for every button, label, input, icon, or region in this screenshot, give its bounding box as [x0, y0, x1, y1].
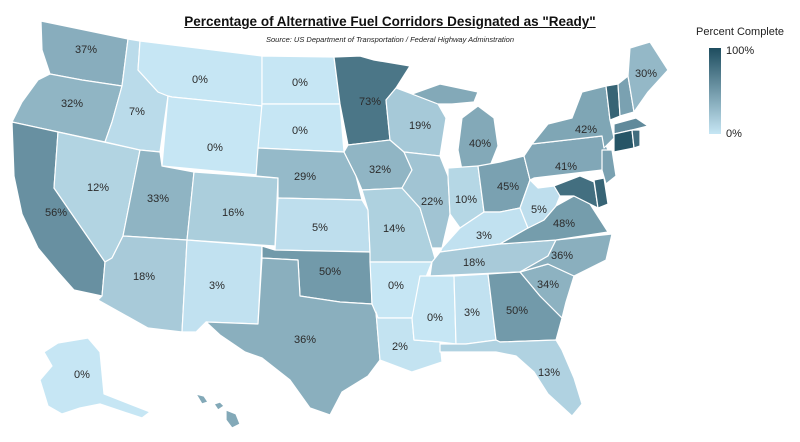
state-nc [519, 233, 613, 277]
label-la: 2% [392, 341, 408, 353]
label-mi: 40% [469, 138, 491, 150]
state-mi [411, 83, 499, 171]
label-fl: 13% [538, 367, 560, 379]
state-tx [205, 257, 381, 416]
label-wa: 37% [75, 44, 97, 56]
label-ia: 32% [369, 164, 391, 176]
label-wi: 19% [409, 120, 431, 132]
legend-max-label: 100% [726, 45, 755, 57]
source-note: Source: US Department of Transportation … [265, 35, 515, 44]
state-ct [613, 129, 635, 153]
label-va: 48% [553, 218, 575, 230]
state-me [627, 41, 669, 113]
state-wi [385, 87, 447, 157]
label-ar: 0% [388, 280, 404, 292]
state-ms [411, 275, 457, 345]
legend-gradient-bar [709, 48, 721, 134]
label-wy: 0% [207, 142, 223, 154]
state-hi [195, 393, 241, 429]
label-nv: 12% [87, 182, 109, 194]
label-or: 32% [61, 98, 83, 110]
label-mt: 0% [192, 74, 208, 86]
label-ok: 50% [319, 266, 341, 278]
state-fl [439, 339, 583, 417]
label-il: 22% [421, 196, 443, 208]
label-id: 7% [129, 106, 145, 118]
state-nj [601, 149, 617, 185]
label-ky: 3% [476, 230, 492, 242]
legend-min-label: 0% [726, 128, 742, 140]
state-md [553, 175, 599, 209]
label-tn: 18% [463, 257, 485, 269]
label-ne: 29% [294, 171, 316, 183]
label-oh: 45% [497, 181, 519, 193]
label-co: 16% [222, 207, 244, 219]
state-il [401, 151, 451, 249]
label-in: 10% [455, 194, 477, 206]
label-me: 30% [635, 68, 657, 80]
state-ri [631, 129, 641, 149]
state-ak [39, 337, 151, 419]
label-wv: 5% [531, 204, 547, 216]
label-mo: 14% [383, 223, 405, 235]
label-az: 18% [133, 271, 155, 283]
state-de [593, 177, 609, 209]
map-title: Percentage of Alternative Fuel Corridors… [184, 14, 596, 29]
label-ut: 33% [147, 193, 169, 205]
state-ma [613, 117, 649, 135]
label-nc: 36% [551, 250, 573, 262]
label-sc: 34% [537, 279, 559, 291]
state-wy [161, 95, 263, 176]
label-pa: 41% [555, 161, 577, 173]
label-nd: 0% [292, 77, 308, 89]
label-nm: 3% [209, 280, 225, 292]
label-sd: 0% [292, 125, 308, 137]
legend-title: Percent Complete [696, 26, 785, 38]
label-ms: 0% [427, 312, 443, 324]
label-mn: 73% [359, 96, 381, 108]
label-ny: 42% [575, 124, 597, 136]
label-ak: 0% [74, 369, 90, 381]
label-al: 3% [464, 307, 480, 319]
label-tx: 36% [294, 334, 316, 346]
label-ks: 5% [312, 222, 328, 234]
label-ga: 50% [506, 305, 528, 317]
label-ca: 56% [45, 207, 67, 219]
